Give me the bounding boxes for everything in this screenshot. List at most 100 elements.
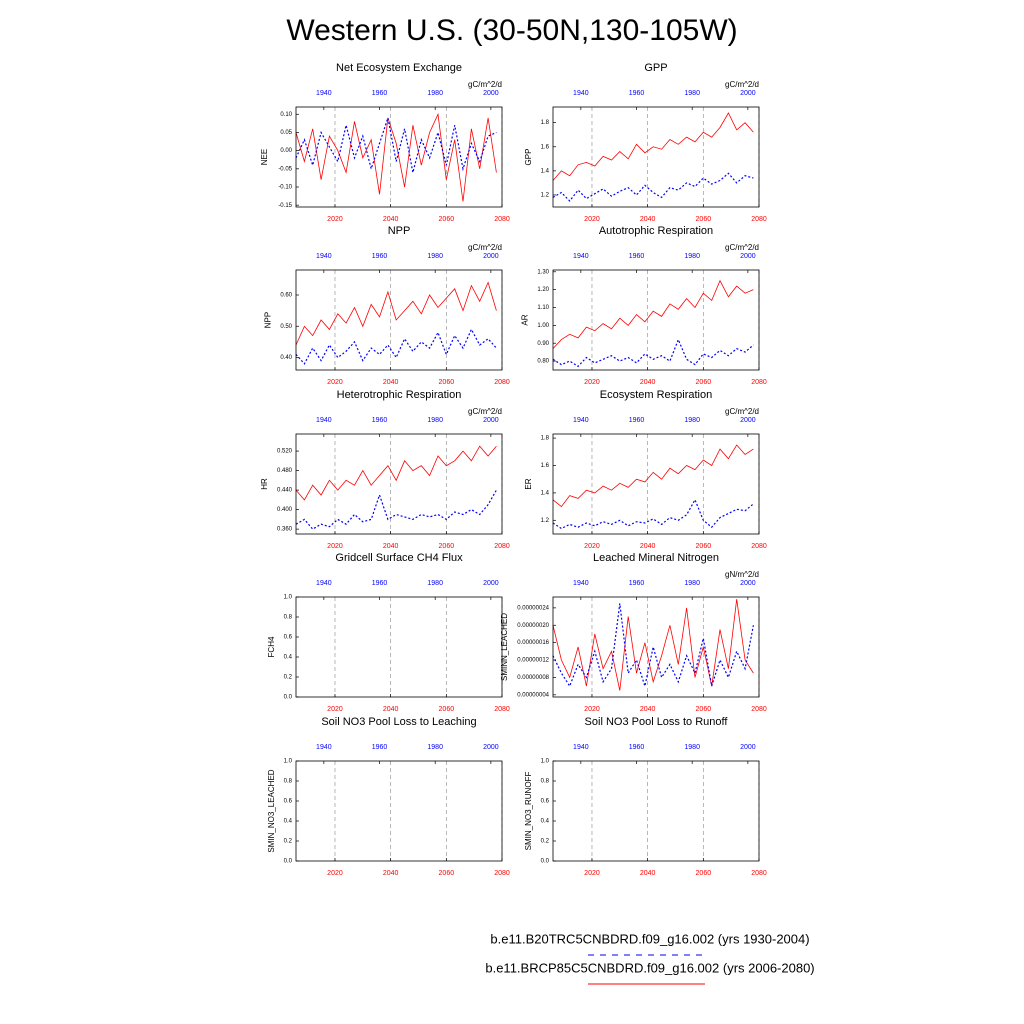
x-tick-label: 2040 [383, 870, 399, 877]
y-axis-label: SMINN_LEACHED [500, 613, 509, 681]
x2-tick-label: 1940 [573, 417, 589, 424]
x-tick-label: 2020 [327, 379, 343, 386]
plot-frame [552, 269, 760, 371]
x2-tick-label: 1980 [427, 90, 443, 97]
x-tick-label: 2020 [584, 706, 600, 713]
series-line [552, 172, 754, 202]
y-tick-label: 0.8 [284, 779, 293, 785]
series-line [295, 328, 497, 365]
x2-tick-label: 1940 [316, 417, 332, 424]
y-tick-label: 1.8 [541, 120, 550, 126]
y-tick-label: 0.520 [277, 449, 293, 455]
x-tick-label: 2040 [640, 543, 656, 550]
x2-tick-label: 1980 [684, 417, 700, 424]
panel-title: Heterotrophic Respiration [337, 389, 462, 401]
y-axis-label: AR [521, 314, 530, 325]
y-axis-label: SMIN_NO3_RUNOFF [524, 772, 533, 851]
units-label: gC/m^2/d [725, 407, 759, 416]
x-tick-label: 2080 [751, 379, 767, 386]
x-tick-label: 2060 [439, 706, 455, 713]
units-label: gC/m^2/d [725, 243, 759, 252]
x2-tick-label: 1960 [629, 580, 645, 587]
x-tick-label: 2020 [327, 543, 343, 550]
panel-title: Leached Mineral Nitrogen [593, 552, 719, 564]
y-tick-label: 1.0 [541, 759, 550, 765]
x2-tick-label: 1940 [316, 253, 332, 260]
y-tick-label: 1.10 [537, 305, 549, 311]
panel-title: Autotrophic Respiration [599, 225, 713, 237]
x-tick-label: 2020 [584, 379, 600, 386]
x2-tick-label: 1980 [684, 580, 700, 587]
x2-tick-label: 2000 [740, 417, 756, 424]
x2-tick-label: 1960 [629, 253, 645, 260]
x2-tick-label: 1940 [573, 90, 589, 97]
y-tick-label: -0.15 [278, 203, 292, 209]
x2-tick-label: 1980 [427, 744, 443, 751]
y-tick-label: 0.0 [541, 859, 550, 865]
x2-tick-label: 1960 [629, 744, 645, 751]
x-tick-label: 2040 [383, 706, 399, 713]
x-tick-label: 2060 [439, 870, 455, 877]
y-tick-label: 0.05 [280, 130, 292, 136]
y-tick-label: 1.0 [284, 759, 293, 765]
units-label: gC/m^2/d [468, 80, 502, 89]
x-tick-label: 2060 [439, 216, 455, 223]
x2-tick-label: 1980 [427, 253, 443, 260]
y-tick-label: 1.6 [541, 463, 550, 469]
series-line [552, 599, 754, 691]
x2-tick-label: 1980 [427, 417, 443, 424]
x2-tick-label: 1940 [573, 744, 589, 751]
x2-tick-label: 1980 [684, 90, 700, 97]
x-tick-label: 2080 [751, 216, 767, 223]
series-line [295, 445, 497, 501]
plot-frame [552, 760, 760, 862]
y-tick-label: 0.4 [284, 655, 293, 661]
x-tick-label: 2040 [383, 543, 399, 550]
panel-title: Ecosystem Respiration [600, 389, 713, 401]
y-tick-label: 0.00 [280, 148, 292, 154]
x-tick-label: 2080 [494, 706, 510, 713]
x-tick-label: 2020 [584, 870, 600, 877]
x2-tick-label: 1960 [629, 417, 645, 424]
y-axis-label: ER [524, 478, 533, 489]
y-tick-label: 0.80 [537, 359, 549, 365]
x-tick-label: 2080 [494, 870, 510, 877]
x-tick-label: 2040 [640, 870, 656, 877]
y-tick-label: 0.10 [280, 112, 292, 118]
y-tick-label: 0.60 [280, 293, 292, 299]
y-axis-label: NEE [260, 149, 269, 165]
x2-tick-label: 1940 [316, 744, 332, 751]
y-tick-label: 0.360 [277, 527, 293, 533]
y-tick-label: 1.8 [541, 436, 550, 442]
x-tick-label: 2060 [439, 543, 455, 550]
plot-frame [295, 433, 503, 535]
panel-title: NPP [388, 225, 411, 237]
x2-tick-label: 2000 [483, 90, 499, 97]
x2-tick-label: 1980 [427, 580, 443, 587]
y-tick-label: 0.480 [277, 468, 293, 474]
panel-title: Soil NO3 Pool Loss to Leaching [321, 716, 476, 728]
y-axis-label: NPP [264, 312, 273, 328]
x-tick-label: 2040 [640, 216, 656, 223]
series-line [552, 338, 754, 368]
panel-title: Net Ecosystem Exchange [336, 62, 462, 74]
x-tick-label: 2060 [696, 543, 712, 550]
x-tick-label: 2060 [439, 379, 455, 386]
panel-title: Soil NO3 Pool Loss to Runoff [585, 716, 729, 728]
series-line [295, 281, 497, 346]
x-tick-label: 2020 [327, 706, 343, 713]
y-tick-label: 0.6 [541, 799, 550, 805]
y-tick-label: 1.20 [537, 287, 549, 293]
y-tick-label: 0.00000004 [517, 692, 549, 698]
y-tick-label: 1.0 [284, 595, 293, 601]
x2-tick-label: 1940 [573, 580, 589, 587]
x-tick-label: 2080 [494, 543, 510, 550]
legend-label: b.e11.BRCP85C5CNBDRD.f09_g16.002 (yrs 20… [485, 960, 814, 975]
x2-tick-label: 1940 [316, 90, 332, 97]
plot-frame [295, 106, 503, 208]
y-tick-label: 0.00000016 [517, 640, 549, 646]
x-tick-label: 2080 [751, 870, 767, 877]
y-tick-label: 0.8 [541, 779, 550, 785]
y-tick-label: 0.2 [284, 839, 293, 845]
units-label: gC/m^2/d [725, 80, 759, 89]
